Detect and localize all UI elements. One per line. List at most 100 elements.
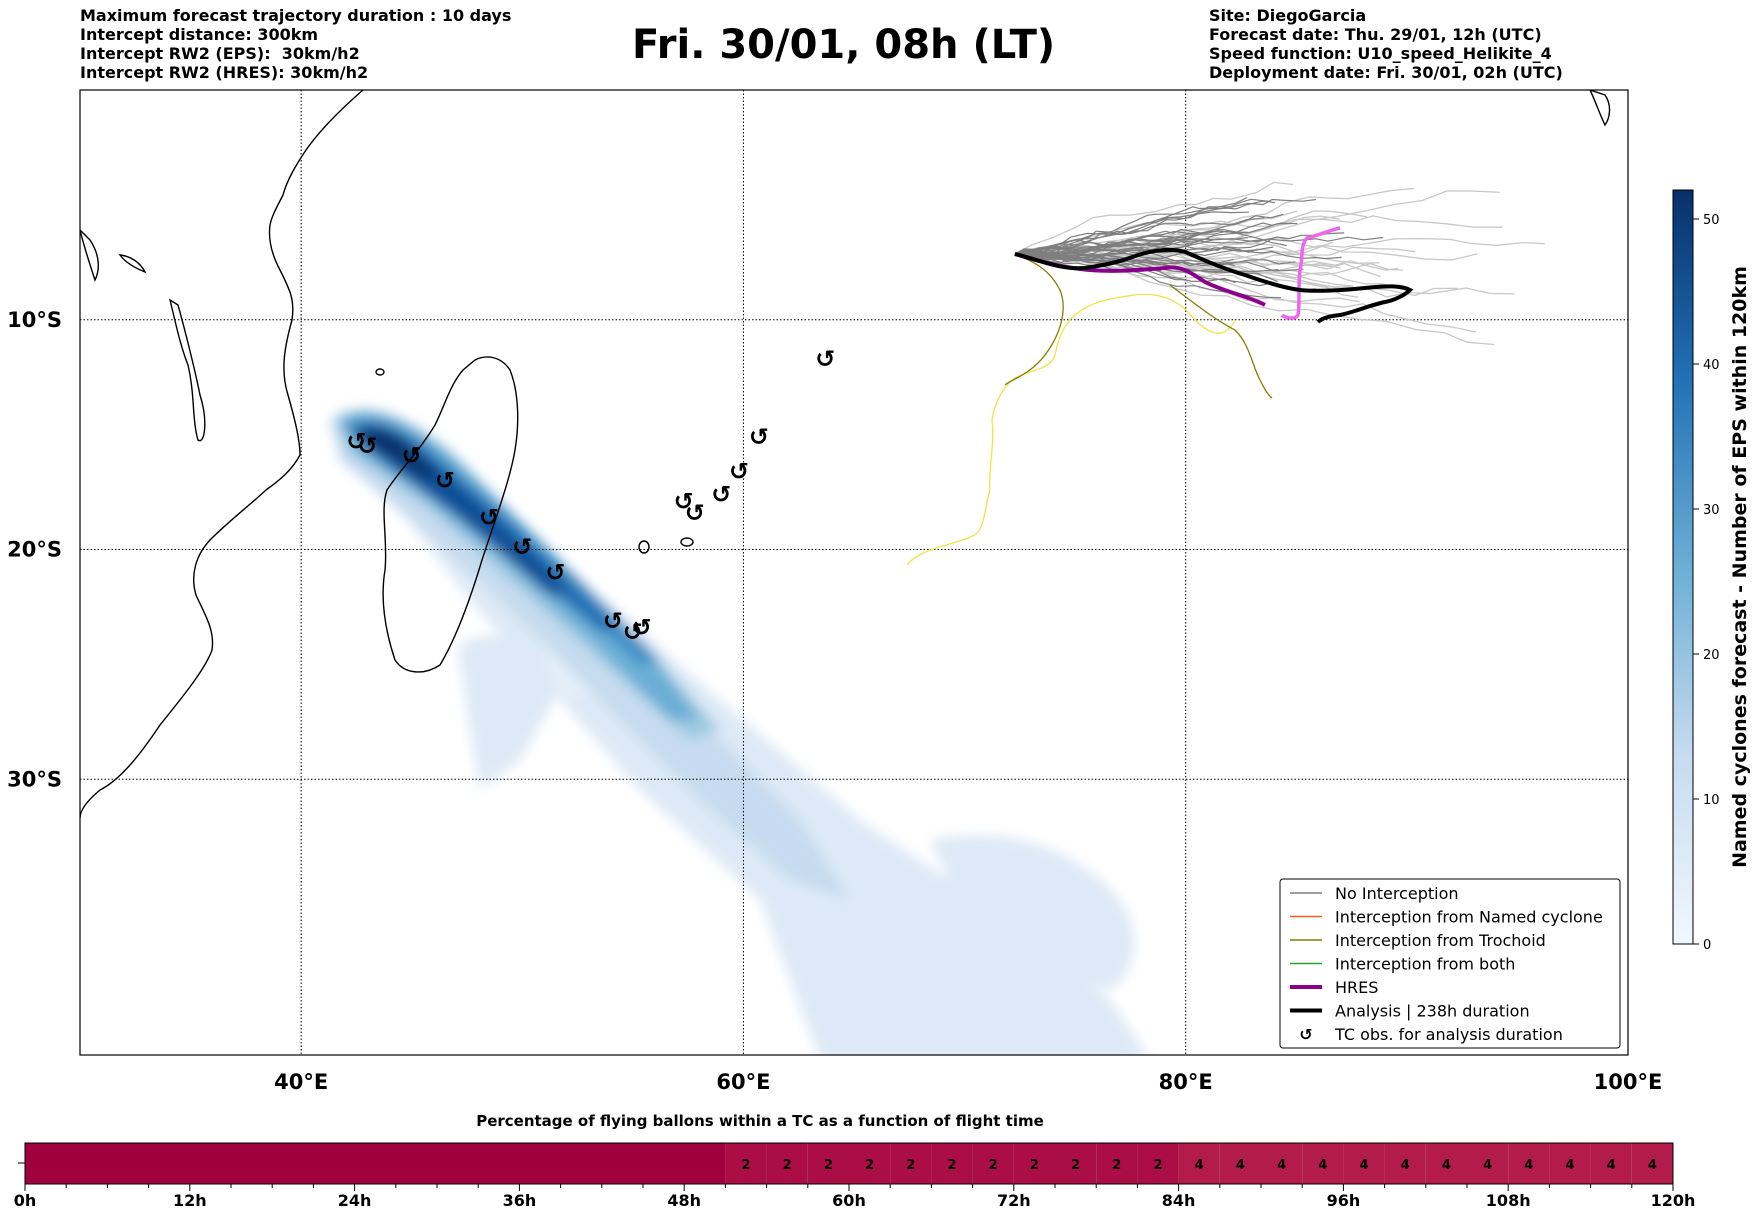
flight-bar-cell-value: 2 [865,1158,874,1173]
header-left-info: Maximum forecast trajectory duration : 1… [80,6,511,82]
ensemble-track [1014,246,1342,260]
flight-bar-cell [1343,1143,1385,1184]
map-axis-labels: 40°E 60°E 80°E 100°E 10°S 20°S 30°S [7,308,1662,1094]
sumatra-coast-fragment [1589,90,1611,127]
colorbar-title: Named cyclones forecast - Number of EPS … [1729,266,1751,868]
flight-bar-cell [1055,1143,1097,1184]
page-title: Fri. 30/01, 08h (LT) [632,22,1056,68]
mauritius-island [680,537,694,547]
flight-bar-cell-value: 4 [1483,1158,1492,1173]
colorbar-tick-label: 0 [1703,938,1711,953]
tc-obs-symbol: ↺ [711,480,731,508]
intercept-eps-line: Intercept RW2 (EPS): 30km/h2 [80,44,360,63]
tc-observations: ↺↺↺↺↺↺↺↺ ↺↺↺↺↺↺ ↺↺ [346,345,835,646]
flight-bar-cell-value: 4 [1401,1158,1410,1173]
flight-bar-cell-value: 4 [1442,1158,1451,1173]
flight-bar-cell-value: 4 [1565,1158,1574,1173]
flight-bar-cell-value: 2 [1153,1158,1162,1173]
tc-obs-symbol: ↺ [435,467,455,495]
ensemble-track [1014,181,1294,255]
flight-bar-tick-label: 108h [1486,1191,1531,1210]
deployment-date-line: Deployment date: Fri. 30/01, 02h (UTC) [1209,63,1563,82]
tc-obs-symbol: ↺ [357,432,377,460]
comoros-island [375,368,385,376]
tc-obs-symbol: ↺ [623,618,643,646]
flight-bar-cell-value: 2 [1030,1158,1039,1173]
flight-bar-cell [849,1143,891,1184]
legend-label: Analysis | 238h duration [1335,1002,1530,1021]
flight-bar-cell [1590,1143,1632,1184]
legend-label: No Interception [1335,884,1459,903]
flight-bar-cell [1219,1143,1261,1184]
forecast-date-line: Forecast date: Thu. 29/01, 12h (UTC) [1209,25,1542,44]
flight-bar-cell [1631,1143,1673,1184]
ensemble-track [1014,245,1274,258]
flight-bar-cell-value: 2 [741,1158,750,1173]
colorbar-tick-label: 10 [1703,793,1720,808]
flight-bar-tick-label: 48h [667,1191,701,1210]
lat-tick-label: 10°S [7,308,62,332]
map-gridlines [80,90,1628,1055]
ensemble-track [1014,253,1161,272]
flight-bar-tick-label: 96h [1327,1191,1361,1210]
flight-bar-cell-value: 2 [947,1158,956,1173]
cyclone-symbol-icon: ↺ [1299,1025,1312,1044]
tc-obs-symbol: ↺ [674,487,694,515]
flight-bar-cell [807,1143,849,1184]
flight-bar-cell-value: 4 [1195,1158,1204,1173]
flight-bar-cell-value: 4 [1648,1158,1657,1173]
flight-bar-tick-label: 120h [1651,1191,1696,1210]
flight-bar-title: Percentage of flying ballons within a TC… [476,1112,1044,1130]
flight-bar-cell-value: 2 [824,1158,833,1173]
flight-bar-cell [1013,1143,1055,1184]
lon-tick-label: 40°E [274,1070,328,1094]
colorbar-tick-label: 50 [1703,213,1720,228]
flight-bar-tick-label: 24h [338,1191,372,1210]
site-line: Site: DiegoGarcia [1209,6,1367,25]
olive-trajectory [1004,253,1273,399]
madagascar-coast [382,356,519,673]
flight-bar-cell [1137,1143,1179,1184]
tc-obs-symbol: ↺ [603,607,623,635]
flight-bar-cell [1261,1143,1303,1184]
ensemble-trajectories [1014,181,1545,346]
flight-bar-cell [972,1143,1014,1184]
yellow-trajectory [906,293,1236,566]
lake-nyasa [168,298,206,442]
flight-bar-cell [1508,1143,1550,1184]
flight-bar-cell [1178,1143,1220,1184]
flight-bar-cell [1549,1143,1591,1184]
flight-bar-cell [1096,1143,1138,1184]
flight-bar-cell [931,1143,973,1184]
flight-bar-cell [1384,1143,1426,1184]
flight-time-bar: Percentage of flying ballons within a TC… [14,1112,1696,1210]
colorbar-tick-label: 30 [1703,503,1720,518]
flight-bar-cell [766,1143,808,1184]
legend-label: Interception from Named cyclone [1335,908,1603,927]
legend-label: HRES [1335,978,1378,997]
tc-obs-symbol: ↺ [346,428,366,456]
africa-coast [80,90,364,819]
flight-bar-tick-label: 12h [173,1191,207,1210]
flight-bar-cell [1425,1143,1467,1184]
tc-obs-symbol: ↺ [729,457,749,485]
colorbar-tick-label: 40 [1703,358,1720,373]
colorbar-tick-label: 20 [1703,648,1720,663]
flight-bar-cell [890,1143,932,1184]
flight-bar-cell-value: 2 [783,1158,792,1173]
flight-bar-cell-value: 2 [1112,1158,1121,1173]
flight-bar-cell-value: 4 [1318,1158,1327,1173]
cyclone-density-field [330,408,1147,1055]
colorbar: Named cyclones forecast - Number of EPS … [1672,189,1751,953]
ensemble-track [1014,228,1228,255]
flight-bar-cell [25,1143,726,1184]
colorbar-gradient [1672,189,1694,945]
flight-bar-cell-value: 2 [1071,1158,1080,1173]
tc-obs-symbol: ↺ [632,614,652,642]
tc-obs-symbol: ↺ [512,533,532,561]
ensemble-track [1014,232,1345,255]
legend-box [1279,878,1621,1049]
lat-tick-label: 20°S [7,538,62,562]
ensemble-track [1014,198,1317,255]
